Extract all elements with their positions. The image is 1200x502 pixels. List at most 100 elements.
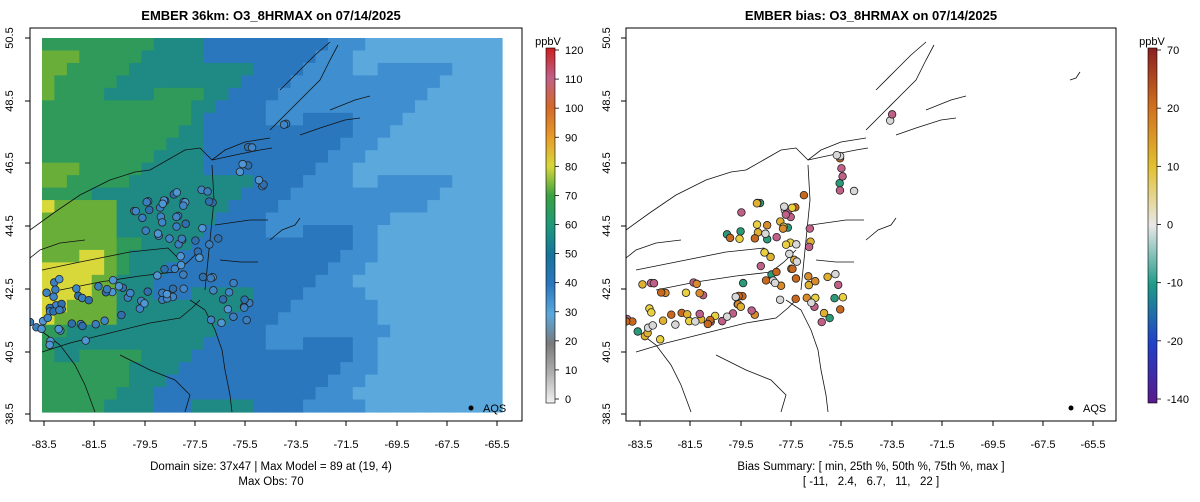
observation-site-marker — [203, 187, 212, 196]
observation-site-marker — [84, 295, 93, 305]
observation-site-marker — [254, 175, 264, 185]
colorbar-tick-label: 10 — [1167, 161, 1179, 173]
right-aqs-legend-marker — [1068, 405, 1074, 411]
observation-site-marker — [198, 223, 207, 233]
observation-site-marker — [778, 224, 788, 233]
left-x-tick: -69.5 — [384, 439, 409, 451]
observation-site-marker — [831, 269, 840, 279]
observation-site-marker — [835, 179, 844, 188]
observation-site-marker — [683, 310, 692, 319]
observation-site-marker — [195, 253, 204, 262]
observation-site-marker — [762, 221, 772, 230]
colorbar-tick-label: 20 — [565, 336, 577, 348]
right-x-tick: -83.5 — [627, 439, 652, 451]
observation-site-marker — [811, 277, 820, 286]
left-colorbar-unit: ppbV — [535, 36, 561, 48]
observation-site-marker — [158, 199, 167, 208]
observation-site-marker — [168, 284, 178, 293]
observation-site-marker — [94, 282, 103, 291]
right-x-axis: -83.5 -81.5 -79.5 -77.5 -75.5 -73.5 -71.… — [627, 421, 1106, 451]
observation-site-marker — [160, 264, 169, 274]
observation-site-marker — [42, 288, 51, 297]
observation-site-marker — [229, 312, 238, 321]
right-map-area — [626, 41, 1081, 413]
observation-site-marker — [791, 294, 800, 304]
left-x-tick: -65.5 — [484, 439, 509, 451]
left-aqs-legend-marker — [468, 405, 474, 411]
right-x-tick: -65.5 — [1080, 439, 1105, 451]
observation-site-marker — [37, 324, 46, 334]
right-y-axis: 50.5 48.5 46.5 44.5 42.5 40.5 38.5 — [601, 27, 626, 425]
observation-site-marker — [695, 288, 704, 298]
observation-site-marker — [736, 302, 746, 311]
observation-site-marker — [176, 260, 186, 270]
observation-site-marker — [781, 240, 791, 249]
observation-site-marker — [141, 226, 150, 235]
colorbar-tick-label: 100 — [565, 103, 583, 115]
left-title: EMBER 36km: O3_8HRMAX on 07/14/2025 — [141, 8, 400, 23]
right-y-tick: 46.5 — [601, 152, 613, 173]
colorbar-tick-label: -10 — [1167, 278, 1183, 290]
observation-site-marker — [176, 252, 185, 261]
right-y-tick: 40.5 — [601, 341, 613, 362]
right-y-tick: 38.5 — [601, 403, 613, 424]
observation-site-marker — [67, 319, 76, 328]
observation-site-marker — [49, 292, 58, 301]
observation-site-marker — [224, 288, 234, 297]
right-y-tick: 44.5 — [601, 215, 613, 236]
left-y-tick: 50.5 — [4, 27, 16, 48]
left-map-area — [30, 38, 503, 413]
observation-site-marker — [747, 306, 756, 315]
observation-site-marker — [834, 280, 843, 290]
observation-site-marker — [191, 236, 200, 245]
left-y-tick: 46.5 — [4, 152, 16, 173]
left-footer-line1: Domain size: 37x47 | Max Model = 89 at (… — [150, 461, 392, 473]
observation-site-marker — [223, 304, 233, 314]
observation-site-marker — [142, 197, 151, 207]
left-x-tick: -71.5 — [333, 439, 358, 451]
colorbar-tick-label: 90 — [565, 132, 577, 144]
observation-site-marker — [792, 257, 802, 266]
left-x-tick: -75.5 — [232, 439, 257, 451]
observation-site-marker — [752, 220, 762, 229]
left-y-axis: 50.5 48.5 46.5 44.5 42.5 40.5 38.5 — [4, 27, 30, 425]
observation-site-marker — [837, 164, 846, 173]
observation-site-marker — [781, 210, 791, 219]
observation-site-marker — [165, 234, 174, 243]
observation-site-marker — [731, 292, 740, 302]
observation-site-marker — [114, 282, 124, 291]
observation-site-marker — [756, 261, 765, 271]
observation-site-marker — [804, 272, 813, 281]
observation-site-marker — [799, 190, 809, 200]
observation-site-marker — [218, 295, 228, 304]
observation-site-marker — [785, 249, 794, 259]
observation-site-marker — [172, 212, 181, 222]
observation-site-marker — [772, 233, 781, 242]
observation-site-marker — [204, 197, 214, 206]
right-y-tick: 50.5 — [601, 27, 613, 48]
right-aqs-legend-label: AQS — [1083, 403, 1106, 415]
left-footer-line2: Max Obs: 70 — [238, 476, 303, 488]
observation-site-marker — [649, 279, 659, 288]
colorbar-tick-label: 110 — [565, 74, 583, 86]
left-y-tick: 42.5 — [4, 278, 16, 299]
observation-site-marker — [766, 252, 775, 262]
observation-site-marker — [45, 340, 54, 350]
observation-site-marker — [830, 294, 839, 303]
observation-site-marker — [51, 285, 60, 294]
colorbar-tick-label: 60 — [565, 220, 577, 232]
right-x-tick: -71.5 — [929, 439, 954, 451]
observation-site-marker — [117, 310, 126, 320]
observation-site-marker — [55, 275, 64, 284]
observation-site-marker — [725, 233, 735, 243]
observation-site-marker — [242, 315, 251, 325]
observation-site-marker — [832, 150, 842, 160]
left-map-panel: EMBER 36km: O3_8HRMAX on 07/14/2025 — [4, 8, 583, 488]
observation-site-marker — [279, 120, 289, 129]
observation-site-marker — [819, 308, 829, 318]
observation-site-marker — [240, 303, 249, 312]
observation-site-marker — [153, 229, 163, 238]
colorbar-tick-label: 50 — [565, 249, 577, 261]
observation-site-marker — [43, 313, 52, 323]
